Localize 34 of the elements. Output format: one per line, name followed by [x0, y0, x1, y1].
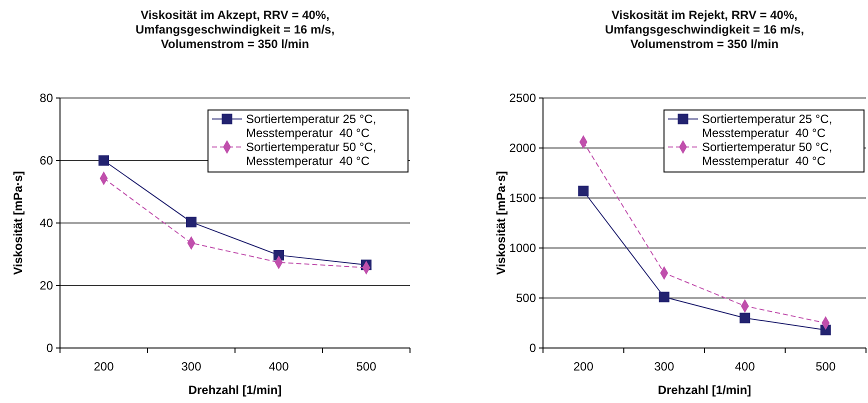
y-tick-label: 80 — [40, 90, 54, 105]
y-tick-label: 1000 — [509, 240, 536, 255]
x-tick-label: 400 — [268, 360, 290, 374]
y-axis-title: Viskosität [mPa·s] — [11, 171, 25, 275]
y-tick-label: 0 — [529, 340, 536, 355]
x-tick-label: 200 — [94, 360, 114, 374]
x-tick-label: 200 — [573, 360, 594, 374]
x-tick-label: 400 — [734, 360, 756, 374]
legend-label: Sortiertemperatur 25 °C, Messtemperatur 40 °C — [246, 112, 376, 140]
x-tick-label: 300 — [654, 360, 674, 374]
point — [740, 312, 750, 324]
point — [578, 186, 589, 196]
x-tick-label: 300 — [181, 360, 202, 374]
y-tick-label: 20 — [40, 278, 54, 292]
legend-label: Sortiertemperatur 25 °C, Messtemperatur 40 °C — [702, 112, 832, 140]
y-tick-label: 1500 — [509, 190, 536, 205]
y-tick-label: 2500 — [509, 90, 536, 105]
y-tick-label: 2000 — [509, 140, 536, 155]
legend-label: Sortiertemperatur 50 °C, Messtemperatur 40 °C — [246, 140, 376, 168]
y-axis-title: Viskosität [mPa·s] — [494, 171, 508, 275]
y-tick-label: 40 — [40, 216, 54, 230]
point — [658, 292, 670, 302]
point — [98, 155, 109, 166]
x-axis-title: Drehzahl [1/min] — [188, 383, 282, 397]
x-axis-title: Drehzahl [1/min] — [658, 383, 752, 397]
y-tick-label: 60 — [40, 153, 54, 168]
y-tick-label: 500 — [516, 290, 536, 305]
legend-label: Sortiertemperatur 50 °C, Messtemperatur 40 °C — [702, 140, 832, 168]
y-tick-label: 0 — [46, 340, 54, 355]
chart-title: Viskosität im Akzept, RRV = 40%, Umfangsgeschwindigkeit = 16 m/s, Volumenstrom = 350 l/min — [135, 8, 335, 51]
x-tick-label: 500 — [816, 360, 836, 374]
point — [186, 216, 196, 228]
chart-title: Viskosität im Rejekt, RRV = 40%, Umfangsgeschwindigkeit = 16 m/s, Volumenstrom = 350 l/min — [604, 8, 804, 51]
x-tick-label: 500 — [356, 360, 377, 374]
